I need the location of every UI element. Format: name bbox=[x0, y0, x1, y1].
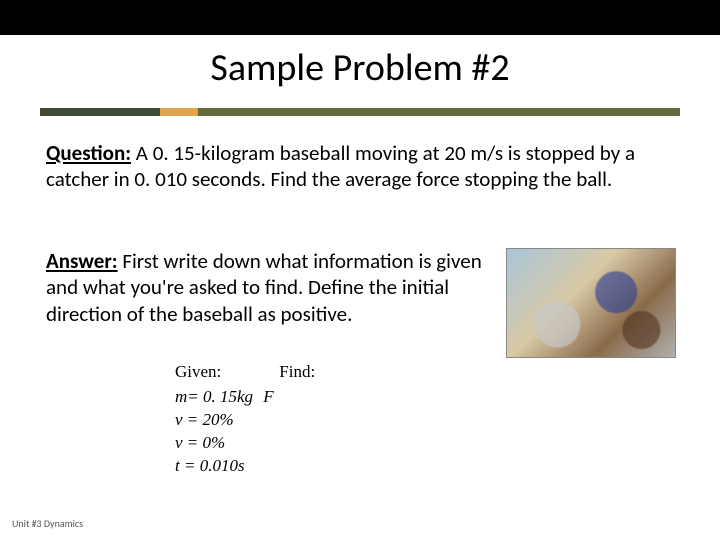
t-line: t = 0.010s bbox=[175, 455, 315, 478]
title-row: Sample Problem #2 bbox=[0, 45, 720, 91]
vi-line: v = 20% bbox=[175, 409, 315, 432]
vf-expr: v = 0% bbox=[175, 433, 225, 452]
underline-segment-2 bbox=[160, 108, 198, 116]
vf-line: v = 0% bbox=[175, 432, 315, 455]
page-title: Sample Problem #2 bbox=[0, 45, 720, 91]
question-text: A 0. 15-kilogram baseball moving at 20 m… bbox=[46, 140, 635, 192]
top-black-band bbox=[0, 0, 720, 35]
baseball-catcher-photo bbox=[506, 248, 676, 358]
answer-row: Answer: First write down what informatio… bbox=[46, 248, 676, 358]
body-region: Question: A 0. 15-kilogram baseball movi… bbox=[46, 140, 676, 193]
t-expr: t = 0.010s bbox=[175, 456, 245, 475]
answer-paragraph: Answer: First write down what informatio… bbox=[46, 248, 488, 327]
mass-expr: m= 0. 15kg bbox=[175, 387, 253, 406]
slide: Sample Problem #2 Question: A 0. 15-kilo… bbox=[0, 0, 720, 540]
answer-label: Answer: bbox=[46, 248, 118, 274]
underline-segment-3 bbox=[198, 108, 680, 116]
find-force-var: F bbox=[263, 387, 273, 406]
vi-expr: v = 20% bbox=[175, 410, 234, 429]
question-label: Question: bbox=[46, 140, 131, 166]
mass-line: m= 0. 15kg F bbox=[175, 386, 315, 409]
question-paragraph: Question: A 0. 15-kilogram baseball movi… bbox=[46, 140, 676, 193]
find-heading: Find: bbox=[279, 362, 315, 382]
underline-segment-1 bbox=[40, 108, 160, 116]
given-find-block: Given: Find: m= 0. 15kg F v = 20% v = 0%… bbox=[175, 362, 315, 478]
title-underline bbox=[40, 108, 680, 118]
footer-text: Unit #3 Dynamics bbox=[12, 517, 83, 530]
given-find-headings: Given: Find: bbox=[175, 362, 315, 382]
given-heading: Given: bbox=[175, 362, 221, 382]
